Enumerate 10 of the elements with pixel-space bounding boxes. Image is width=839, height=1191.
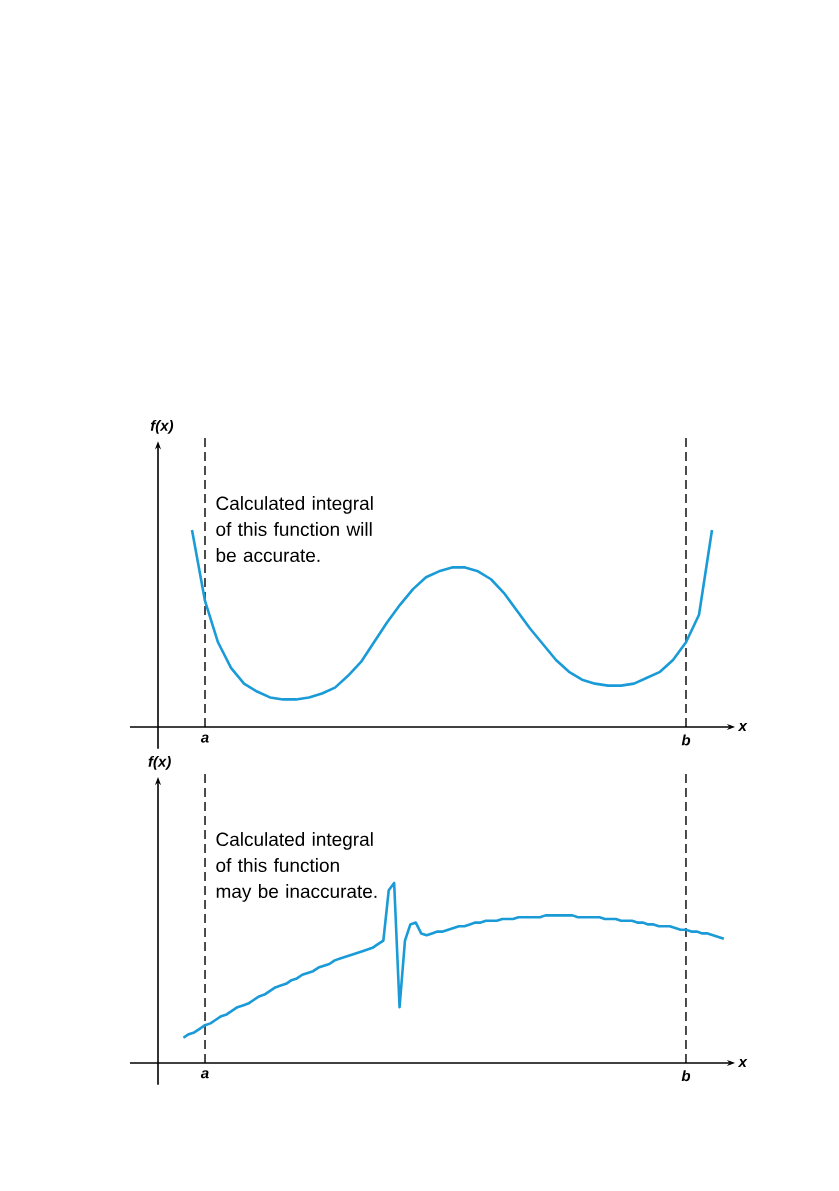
x-axis-title: x — [737, 723, 748, 731]
x-tick-label: a — [200, 734, 209, 743]
x-tick-label: a — [200, 1070, 209, 1079]
y-axis-title: f(x) — [150, 419, 174, 434]
x-axis-title: x — [737, 1059, 748, 1067]
x-tick-label: b — [681, 1070, 691, 1082]
y-axis-title: f(x) — [148, 755, 171, 770]
x-tick-label: b — [681, 734, 691, 746]
annotation: Calculated integral of this function will be accurate. — [216, 496, 373, 563]
annotation: Calculated integral of this function may be inaccurate. — [216, 832, 377, 902]
